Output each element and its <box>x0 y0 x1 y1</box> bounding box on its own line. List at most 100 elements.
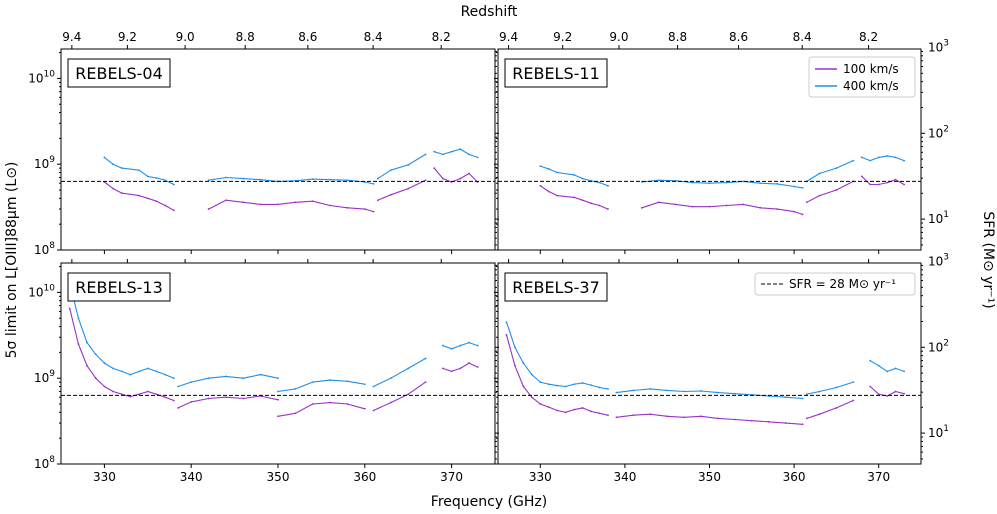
series-100-point <box>750 419 753 422</box>
series-100-point <box>903 392 905 395</box>
series-400-line <box>616 388 803 400</box>
redshift-tick-label: 8.8 <box>668 30 687 44</box>
series-400-point <box>259 373 262 376</box>
series-400-point <box>112 163 114 166</box>
legend-box <box>808 56 916 98</box>
series-400-line <box>434 148 478 158</box>
series-400-point <box>450 150 453 153</box>
series-400-point <box>164 373 167 376</box>
series-100-point <box>522 385 525 388</box>
series-400-point <box>607 184 609 187</box>
series-400-point <box>346 179 349 182</box>
series-100-point <box>894 390 897 393</box>
series-400-point <box>146 175 149 178</box>
series-400-point <box>539 165 542 168</box>
series-100-line <box>433 167 478 183</box>
series-400-point <box>172 377 175 380</box>
series-400-point <box>514 346 516 349</box>
series-400-point <box>530 373 533 376</box>
series-100-point <box>590 410 592 413</box>
series-100-point <box>172 209 175 212</box>
y-tick-label: 108 <box>34 241 55 257</box>
series-100-point <box>468 362 470 364</box>
series-100-point <box>877 393 880 396</box>
series-100-point <box>818 413 821 416</box>
y-tick-label: 109 <box>34 155 55 171</box>
series-400-point <box>860 156 863 159</box>
redshift-tick-label: 9.0 <box>176 30 195 44</box>
series-400-point <box>666 389 669 392</box>
x-tick-label: 370 <box>440 470 463 484</box>
series-400-point <box>657 179 660 182</box>
series-100-point <box>725 204 728 207</box>
series-100-point <box>869 183 872 186</box>
series-400-point <box>311 178 314 181</box>
series-400-point <box>886 154 889 157</box>
legend-label: 100 km/s <box>843 62 899 76</box>
series-100-line <box>442 362 478 372</box>
x-tick-label: 370 <box>867 470 890 484</box>
series-400-point <box>389 169 392 172</box>
series-400-point <box>259 178 262 181</box>
series-100-point <box>581 199 584 202</box>
series-100-point <box>112 187 114 190</box>
series-400-point <box>103 156 106 159</box>
series-100-point <box>164 396 167 399</box>
series-100-point <box>573 196 576 199</box>
series-400-point <box>742 180 745 183</box>
series-400-point <box>573 383 576 386</box>
series-100-point <box>311 200 314 203</box>
series-400-point <box>164 179 167 182</box>
series-400-point <box>459 344 462 347</box>
series-400-point <box>801 397 804 400</box>
series-400-line <box>869 360 905 372</box>
series-400-point <box>476 156 479 159</box>
series-100-point <box>514 364 516 367</box>
series-400-point <box>442 153 444 156</box>
series-100-point <box>311 403 314 405</box>
series-400-point <box>442 344 444 347</box>
series-400-point <box>877 364 880 367</box>
redshift-tick-label: 8.4 <box>364 30 383 44</box>
series-100-point <box>346 206 349 209</box>
series-400-point <box>725 181 728 184</box>
series-100-point <box>564 411 567 414</box>
series-400-point <box>717 391 719 394</box>
series-400-point <box>691 181 694 184</box>
panel-title: REBELS-11 <box>512 64 600 83</box>
series-100-point <box>649 413 652 416</box>
series-400-point <box>112 367 114 370</box>
series-400-point <box>581 382 584 384</box>
series-400-point <box>869 159 872 162</box>
series-100-point <box>68 307 71 310</box>
series-400-point <box>547 168 550 170</box>
series-100-line <box>177 395 279 409</box>
series-100-line <box>861 176 905 186</box>
x-tick-label: 340 <box>613 470 636 484</box>
series-400-point <box>894 156 897 159</box>
series-100-point <box>547 406 550 409</box>
series-100-point <box>376 199 379 202</box>
series-400-point <box>590 384 592 387</box>
series-400-point <box>459 148 462 150</box>
series-400-point <box>86 341 88 344</box>
series-400-point <box>294 388 297 390</box>
series-100-point <box>277 398 279 401</box>
series-400-point <box>886 370 889 373</box>
series-400-point <box>190 381 193 384</box>
series-100-point <box>259 203 262 206</box>
series-400-point <box>207 377 210 380</box>
series-400-point <box>733 392 736 395</box>
series-100-line <box>869 386 905 397</box>
series-400-point <box>407 164 410 166</box>
panel-title: REBELS-04 <box>75 64 163 83</box>
series-100-point <box>801 213 804 216</box>
series-100-line <box>377 179 426 201</box>
series-400-line <box>104 156 175 185</box>
redshift-tick-label: 8.2 <box>432 30 451 44</box>
legend-label: 400 km/s <box>843 79 899 93</box>
series-400-point <box>155 177 158 179</box>
series-100-point <box>146 390 149 393</box>
series-100-point <box>860 175 863 178</box>
series-100-line <box>641 201 803 215</box>
